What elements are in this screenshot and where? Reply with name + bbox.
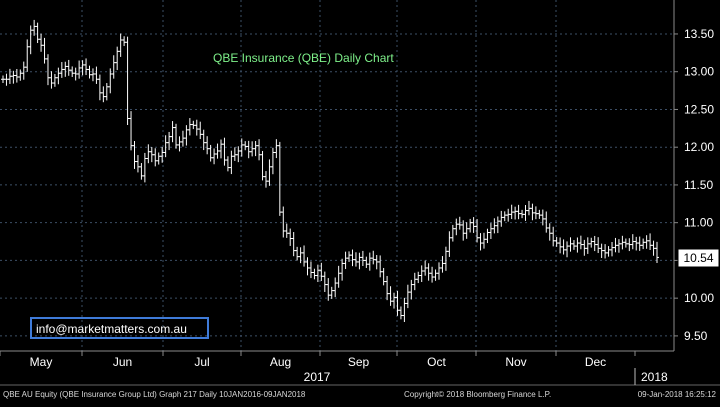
- email-text: info@marketmatters.com.au: [36, 322, 187, 336]
- last-price-badge: 10.54: [677, 248, 720, 268]
- email-box: info@marketmatters.com.au: [30, 317, 209, 339]
- x-month-label: Jun: [113, 355, 132, 369]
- x-month-label: Sep: [348, 355, 370, 369]
- y-tick-label: 11.00: [684, 216, 713, 230]
- year-label-2018: 2018: [641, 370, 668, 384]
- chart-title: QBE Insurance (QBE) Daily Chart: [213, 51, 394, 65]
- y-tick-label: 12.50: [684, 102, 714, 116]
- y-tick-labels: 9.5010.0010.5011.0011.5012.0012.5013.001…: [674, 27, 714, 343]
- x-month-label: Jul: [194, 355, 209, 369]
- x-month-label: May: [30, 355, 53, 369]
- footer-right: 09-Jan-2018 16:25:12: [638, 390, 717, 399]
- x-month-label: Nov: [505, 355, 526, 369]
- y-tick-label: 13.00: [684, 65, 714, 79]
- price-bars: [1, 19, 659, 323]
- footer-center: Copyright© 2018 Bloomberg Finance L.P.: [404, 390, 551, 399]
- x-month-label: Dec: [585, 355, 606, 369]
- last-price-box: [677, 248, 720, 268]
- x-month-labels: May Jun Jul Aug Sep Oct Nov Dec: [0, 351, 636, 369]
- y-tick-label: 10.00: [684, 291, 714, 305]
- y-tick-label: 9.50: [684, 329, 708, 343]
- email-box-border: [30, 317, 209, 339]
- y-tick-label: 13.50: [684, 27, 714, 41]
- y-tick-label: 12.00: [684, 140, 714, 154]
- x-month-label: Oct: [427, 355, 446, 369]
- x-month-label: Aug: [270, 355, 291, 369]
- footer-left: QBE AU Equity (QBE Insurance Group Ltd) …: [3, 390, 306, 399]
- year-label-2017: 2017: [304, 370, 331, 384]
- price-bar: [655, 241, 659, 263]
- grid-lines: [0, 0, 674, 351]
- last-price-label: 10.54: [683, 251, 713, 265]
- axes: [0, 0, 720, 386]
- y-tick-label: 11.50: [684, 178, 713, 192]
